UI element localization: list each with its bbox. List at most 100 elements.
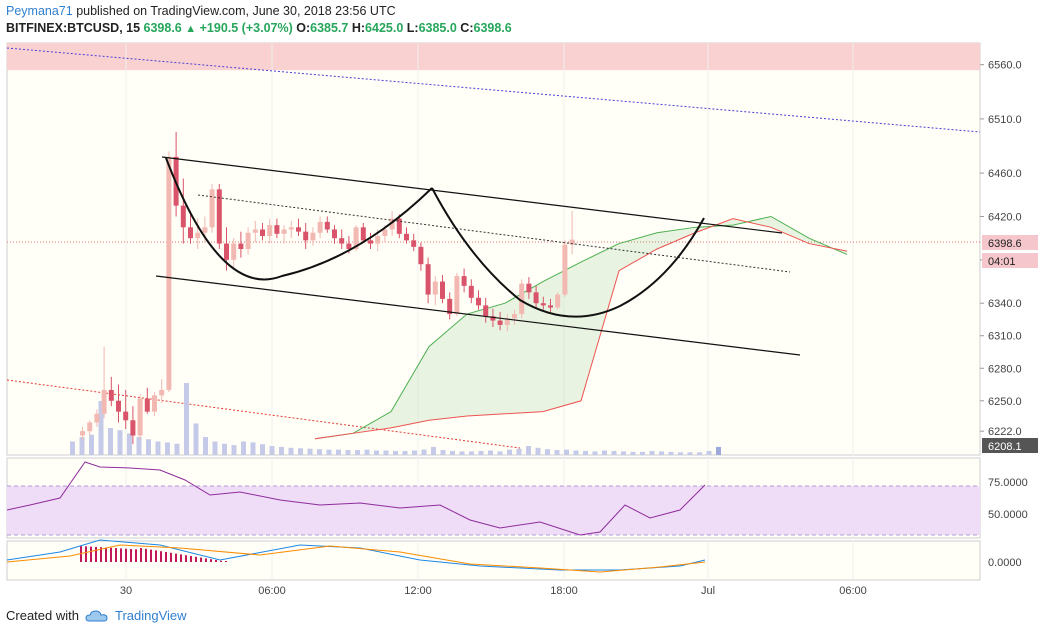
volume-bar <box>469 451 474 455</box>
author-link[interactable]: Peymana71 <box>6 4 73 18</box>
volume-bar <box>117 430 123 455</box>
volume-bar <box>298 448 303 455</box>
candle-body <box>288 227 294 230</box>
candle-body <box>137 398 143 436</box>
volume-bar <box>507 449 512 455</box>
ohlc-line: BITFINEX:BTCUSD, 15 6398.6 ▲ +190.5 (+3.… <box>6 20 512 38</box>
cloud-span-b <box>314 218 848 440</box>
candle-body <box>87 422 93 432</box>
macd-histogram-bar <box>185 555 187 562</box>
candle-body <box>540 303 546 306</box>
cloud-span-a <box>314 215 848 440</box>
candle-body <box>562 244 568 295</box>
close-label: C: <box>460 21 474 35</box>
chart-header: Peymana71 published on TradingView.com, … <box>6 3 512 38</box>
candle-body <box>519 283 525 315</box>
candle-body <box>512 314 517 319</box>
candle-body <box>195 232 201 239</box>
up-arrow-icon: ▲ <box>185 23 197 35</box>
volume-bar <box>697 452 702 455</box>
candle-body <box>476 297 481 306</box>
volume-bar <box>317 449 322 455</box>
candle-body <box>324 221 330 230</box>
volume-bar <box>706 450 712 455</box>
volume-bar <box>355 450 360 455</box>
candle-body <box>267 225 273 236</box>
y-tick-label: 6250.0 <box>988 396 1022 408</box>
x-tick-label: 18:00 <box>550 585 578 597</box>
candle-body <box>440 281 445 299</box>
candle-body <box>252 229 258 233</box>
candle-body <box>490 316 496 321</box>
candle-body <box>418 246 424 265</box>
volume-bar <box>89 434 94 455</box>
volume-bar <box>573 450 579 455</box>
candle-body <box>339 238 345 244</box>
candle-body <box>159 389 165 396</box>
countdown-label: 04:01 <box>988 256 1016 268</box>
macd-histogram-bar <box>120 548 122 562</box>
candle-body <box>389 218 395 230</box>
volume-bar <box>497 451 503 455</box>
chart-canvas[interactable]: 30 06:00 12:00 18:00 Jul 06:00 6222.0 6250.0 628… <box>0 0 1039 600</box>
volume-bar <box>184 383 189 455</box>
volume-bar <box>79 437 85 455</box>
candle-body <box>231 243 237 260</box>
dotted-midline <box>197 194 791 273</box>
volume-bar <box>393 450 398 455</box>
candle-body <box>310 232 316 241</box>
volume-bar <box>545 449 550 455</box>
volume-bar <box>488 450 493 455</box>
candle-body <box>303 231 309 241</box>
macd-histogram-bar <box>110 547 112 562</box>
volume-bar <box>583 450 588 455</box>
macd-histogram-bar <box>85 546 87 562</box>
candle-body <box>368 240 373 244</box>
volume-bar <box>193 423 199 455</box>
volume-ma-label-bg <box>982 438 1038 453</box>
candle-body <box>108 389 114 401</box>
price-change: +190.5 (+3.07%) <box>199 21 293 35</box>
symbol-label[interactable]: BITFINEX:BTCUSD, 15 <box>6 21 141 35</box>
y-tick-label: 6310.0 <box>988 331 1022 343</box>
candle-body <box>116 400 121 412</box>
candle-body <box>130 420 136 436</box>
volume-bar <box>336 449 341 455</box>
volume-ma-label: 6208.1 <box>988 441 1022 453</box>
volume-bar <box>668 451 674 455</box>
volume-bar <box>554 450 560 455</box>
volume-bar <box>611 450 617 455</box>
volume-bar <box>602 450 607 455</box>
candle-body <box>504 318 510 325</box>
volume-bar <box>241 441 246 455</box>
last-price-label: 6398.6 <box>988 238 1022 250</box>
candle-body <box>425 264 431 295</box>
last-price: 6398.6 <box>143 21 182 35</box>
volume-bar <box>421 449 427 455</box>
macd-histogram-bar <box>210 559 212 562</box>
candle-body <box>80 431 85 436</box>
y-tick-label: 6460.0 <box>988 168 1022 180</box>
macd-histogram-bar <box>95 546 97 562</box>
candle-body <box>123 411 129 421</box>
macd-histogram-bar <box>125 548 127 562</box>
volume-bar <box>364 449 370 455</box>
candle-body <box>260 229 265 236</box>
volume-bar <box>450 450 455 455</box>
volume-bar <box>231 445 237 455</box>
candle-body <box>317 221 323 233</box>
candle-body <box>555 294 561 308</box>
volume-bar <box>108 428 113 455</box>
rsi-band <box>7 486 980 535</box>
y-tick-label: 6560.0 <box>988 60 1022 72</box>
macd-histogram-bar <box>155 550 157 562</box>
macd-histogram-bar <box>180 554 182 562</box>
high-value: 6425.0 <box>365 21 404 35</box>
x-tick-label: 06:00 <box>839 585 867 597</box>
volume-bar <box>250 442 256 455</box>
candle-body <box>152 395 157 412</box>
macd-histogram-bar <box>205 558 207 562</box>
tradingview-brand[interactable]: TradingView <box>114 608 187 623</box>
volume-bar <box>288 447 294 455</box>
macd-histogram-bar <box>90 546 92 562</box>
